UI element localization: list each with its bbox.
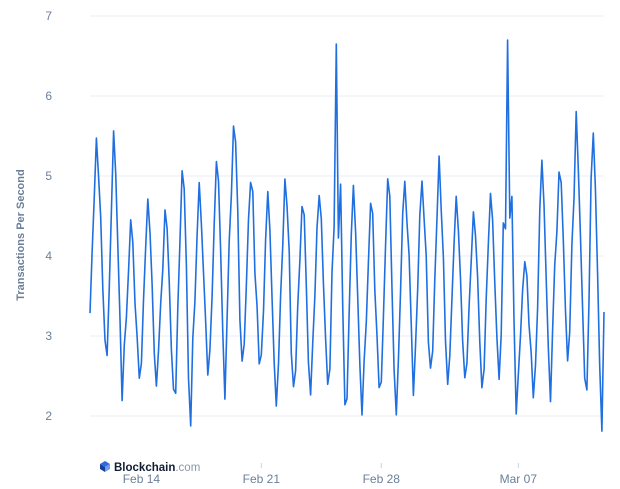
y-tick-label: 6 bbox=[45, 89, 52, 103]
brand-suffix: .com bbox=[175, 462, 200, 474]
y-tick-label: 5 bbox=[45, 169, 52, 183]
y-tick-label: 2 bbox=[45, 409, 52, 423]
series-group bbox=[89, 39, 605, 432]
y-tick-label: 7 bbox=[45, 9, 52, 23]
x-tick-label: Mar 07 bbox=[500, 472, 538, 486]
x-tick-label: Feb 28 bbox=[363, 472, 401, 486]
x-axis-ticks: Feb 14 Feb 21 Feb 28 Mar 07 bbox=[123, 463, 538, 486]
x-tick-label: Feb 21 bbox=[243, 472, 281, 486]
brand-watermark: Blockchain.com bbox=[100, 461, 200, 474]
y-axis-ticks: 2 3 4 5 6 7 bbox=[45, 9, 52, 423]
svg-text:Blockchain.com: Blockchain.com bbox=[114, 462, 200, 474]
y-tick-label: 3 bbox=[45, 329, 52, 343]
gridlines bbox=[90, 15, 604, 417]
series-line-tps bbox=[89, 39, 605, 432]
brand-name: Blockchain bbox=[114, 462, 175, 474]
blockchain-logo-icon bbox=[100, 461, 110, 472]
x-tick-label: Feb 14 bbox=[123, 472, 161, 486]
y-axis-label: Transactions Per Second bbox=[15, 169, 27, 300]
y-tick-label: 4 bbox=[45, 249, 52, 263]
